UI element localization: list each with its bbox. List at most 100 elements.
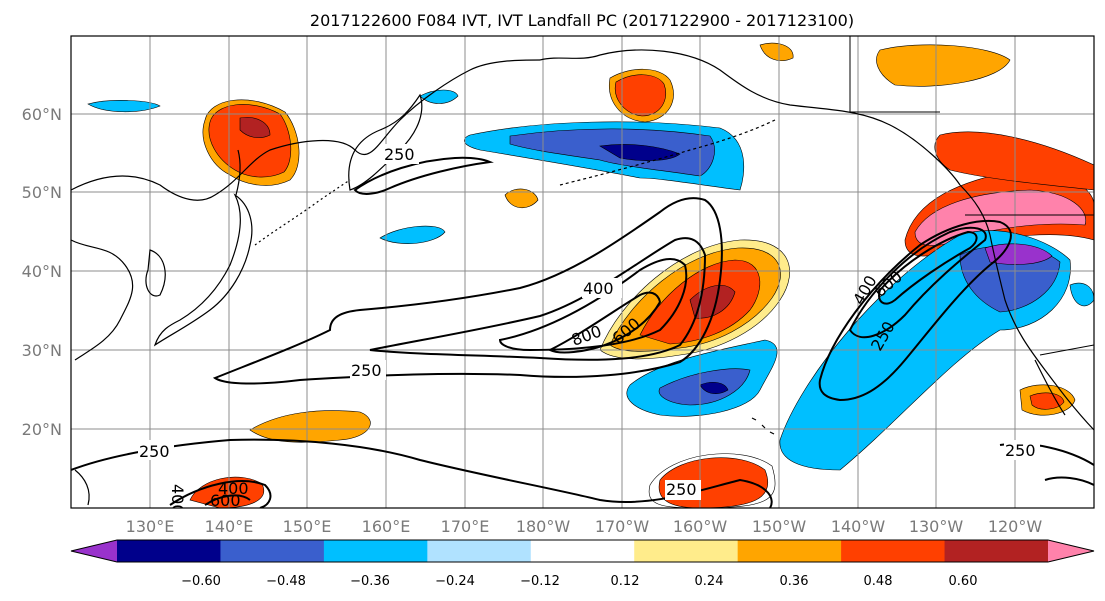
colorbar-ticks: −0.60 −0.48 −0.36 −0.24 −0.12 0.12 0.24 … xyxy=(181,574,977,589)
lon-label: 170°W xyxy=(595,517,650,536)
lat-label: 20°N xyxy=(22,420,62,439)
colorbar-segment xyxy=(944,540,1049,562)
coast-philippines xyxy=(74,469,90,506)
graticule xyxy=(71,36,1094,508)
lon-label: 150°E xyxy=(283,517,332,536)
contour-label: 400 xyxy=(168,484,187,515)
colorbar-extend-high xyxy=(1048,540,1094,562)
coast-china xyxy=(71,239,134,361)
contour-label: 400 xyxy=(218,479,249,498)
colorbar-segment xyxy=(737,540,842,562)
contour-label: 250 xyxy=(1005,441,1036,460)
map-panel: 250 250 250 250 250 250 400 400 400 400 … xyxy=(71,36,1094,515)
colorbar-segment xyxy=(323,540,428,562)
colorbar-tick-label: −0.60 xyxy=(181,574,221,589)
contour-250-main xyxy=(212,197,723,385)
lat-label: 60°N xyxy=(22,105,62,124)
coast-kamchatka xyxy=(348,93,423,191)
contour-400-sw xyxy=(169,480,272,508)
label-bg xyxy=(1004,440,1040,460)
label-bg xyxy=(138,440,174,460)
coast-baja xyxy=(1034,359,1066,416)
lon-label: 170°E xyxy=(441,517,490,536)
colorbar-segment xyxy=(427,540,532,562)
shade-speck-blue-3 xyxy=(419,89,459,104)
shade-bering-dark xyxy=(599,144,681,161)
colorbar-segment xyxy=(220,540,325,562)
contour-800 xyxy=(547,291,662,354)
colorbar-tick-label: −0.48 xyxy=(266,574,306,589)
ivt-contours xyxy=(71,156,1094,508)
lon-label: 150°W xyxy=(752,517,807,536)
contour-label: 250 xyxy=(351,361,382,380)
lat-label: 40°N xyxy=(22,262,62,281)
shade-mexico-red xyxy=(1029,392,1065,410)
coast-sakhalin xyxy=(235,149,241,196)
coast-aleutians xyxy=(559,119,776,186)
colorbar-outline xyxy=(70,539,1095,563)
label-bg xyxy=(665,480,701,500)
shade-siberia-dark xyxy=(239,117,271,139)
shade-subtrop-dark xyxy=(699,381,729,394)
label-bg xyxy=(582,278,622,298)
shade-wpac-orange xyxy=(249,410,371,443)
contour-label: 400 xyxy=(583,279,614,298)
shade-southcentral-orange xyxy=(648,453,776,508)
map-frame xyxy=(70,35,1095,509)
colorbar-segments xyxy=(71,540,1094,562)
contour-label: 250 xyxy=(139,442,170,461)
shade-speck-orange-1 xyxy=(504,188,539,208)
label-bg xyxy=(383,144,419,164)
coast-korea xyxy=(145,249,166,297)
latitude-labels: 20°N 30°N 40°N 50°N 60°N xyxy=(22,105,62,439)
colorbar-segment xyxy=(117,540,221,562)
shade-speck-orange-2 xyxy=(759,42,794,61)
colorbar-tick-label: −0.12 xyxy=(520,574,560,589)
contour-250-asia xyxy=(353,156,494,195)
lon-label: 130°W xyxy=(909,517,964,536)
contour-250-ne xyxy=(818,219,1012,402)
contour-600-sw xyxy=(204,494,251,506)
colorbar-tick-label: 0.36 xyxy=(780,574,809,589)
contour-label-group: 250 250 250 250 250 250 400 400 400 400 … xyxy=(138,144,1040,515)
shade-alaska-red xyxy=(614,74,666,117)
border-us-mexico xyxy=(1039,344,1094,356)
lon-label: 140°W xyxy=(831,517,886,536)
colorbar-tick-label: 0.48 xyxy=(864,574,893,589)
colorbar-tick-label: −0.24 xyxy=(435,574,475,589)
colorbar-extend-low xyxy=(71,540,117,562)
coast-alaska xyxy=(539,49,961,186)
map-title: 2017122600 F084 IVT, IVT Landfall PC (20… xyxy=(310,11,854,30)
colorbar-tick-label: −0.36 xyxy=(350,574,390,589)
contour-250-se2 xyxy=(1044,476,1094,486)
label-bg xyxy=(350,360,386,380)
colorbar-tick-label: 0.24 xyxy=(695,574,724,589)
shade-speck-blue-1 xyxy=(379,225,446,244)
shade-bc-orange xyxy=(934,131,1094,191)
lon-label: 160°W xyxy=(673,517,728,536)
colorbar-segment xyxy=(530,540,635,562)
lat-label: 30°N xyxy=(22,341,62,360)
lat-label: 50°N xyxy=(22,183,62,202)
colorbar-tick-label: 0.60 xyxy=(949,574,978,589)
coast-hawaii xyxy=(751,417,775,435)
coast-nw-america xyxy=(959,184,1094,431)
contour-label: 250 xyxy=(384,145,415,164)
contour-400-ne xyxy=(848,226,987,339)
coast-japan xyxy=(153,193,253,347)
lon-label: 140°E xyxy=(205,517,254,536)
colorbar-segment xyxy=(841,540,946,562)
coastlines xyxy=(71,36,1094,506)
coast-asia xyxy=(71,59,541,201)
lon-label: 120°W xyxy=(988,517,1043,536)
contour-600-ne xyxy=(878,230,978,305)
colorbar-segment xyxy=(634,540,739,562)
lon-label: 130°E xyxy=(126,517,175,536)
longitude-labels: 130°E 140°E 150°E 160°E 170°E 180°W 170°… xyxy=(126,517,1043,536)
colorbar-tick-label: 0.12 xyxy=(611,574,640,589)
border-canada-alaska xyxy=(849,36,940,113)
lon-label: 180°W xyxy=(516,517,571,536)
lon-label: 160°E xyxy=(362,517,411,536)
shade-speck-blue-4 xyxy=(1069,282,1094,307)
